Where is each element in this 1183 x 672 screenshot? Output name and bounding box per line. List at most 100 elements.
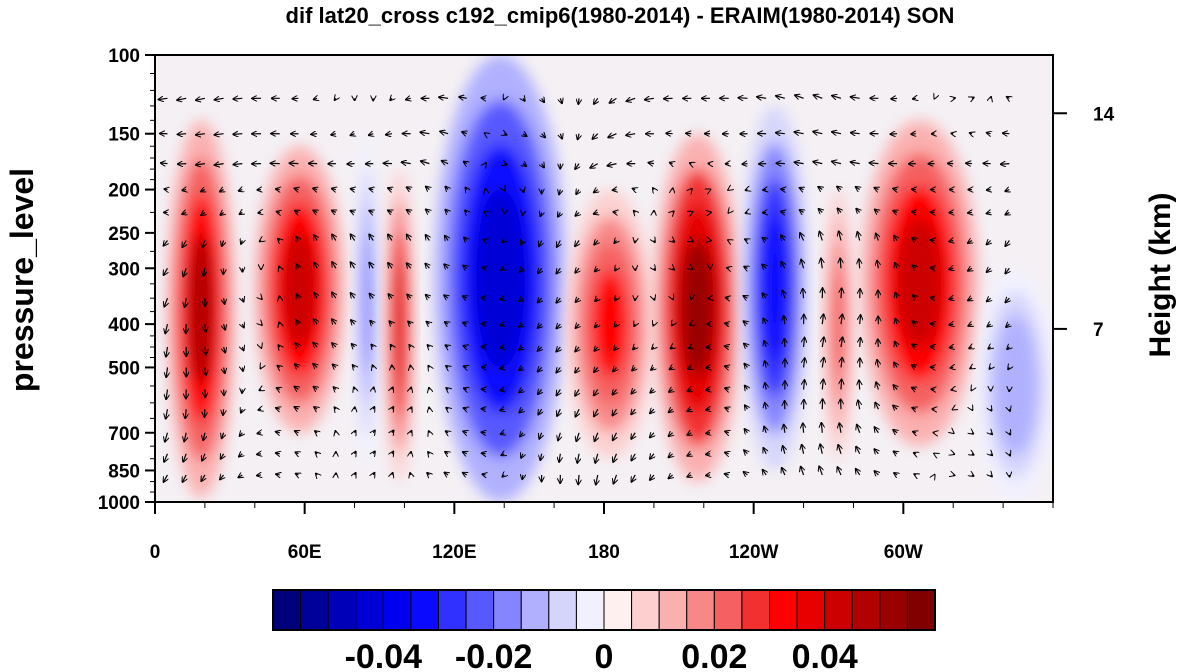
wind-vector bbox=[353, 365, 355, 367]
wind-vector bbox=[445, 452, 448, 454]
wind-vector bbox=[220, 475, 224, 479]
wind-vector bbox=[391, 345, 392, 347]
wind-vector bbox=[464, 162, 467, 164]
wind-vector bbox=[784, 316, 785, 325]
wind-vector bbox=[410, 473, 411, 475]
wind-vector bbox=[332, 235, 336, 241]
wind-vector bbox=[240, 433, 243, 436]
wind-vector bbox=[669, 454, 673, 457]
wind-vector bbox=[972, 475, 974, 476]
wind-vector bbox=[913, 98, 916, 99]
wind-vector bbox=[576, 298, 580, 302]
wind-vector bbox=[912, 238, 916, 241]
wind-vector bbox=[164, 267, 168, 275]
wind-vector bbox=[818, 187, 822, 190]
wind-vector bbox=[972, 98, 974, 99]
wind-vector bbox=[691, 212, 692, 213]
wind-vector bbox=[482, 432, 486, 433]
wind-vector bbox=[445, 210, 448, 213]
wind-vector bbox=[801, 467, 804, 476]
wind-vector bbox=[813, 132, 823, 134]
wind-vector bbox=[540, 453, 541, 460]
wind-vector bbox=[745, 239, 747, 240]
wind-vector bbox=[725, 408, 729, 409]
wind-vector bbox=[744, 450, 747, 453]
wind-vector bbox=[314, 407, 317, 409]
wind-vector bbox=[314, 387, 318, 390]
wind-vector bbox=[645, 98, 654, 99]
wind-vector bbox=[968, 268, 972, 271]
wind-vector bbox=[726, 298, 729, 299]
wind-vector bbox=[800, 210, 804, 212]
wind-vector bbox=[276, 453, 280, 454]
wind-vector bbox=[463, 431, 467, 432]
wind-vector bbox=[314, 235, 317, 240]
wind-vector bbox=[745, 386, 748, 390]
wind-vector bbox=[615, 268, 616, 270]
colorbar-swatch bbox=[355, 589, 384, 631]
wind-vector bbox=[466, 188, 467, 190]
wind-vector bbox=[857, 425, 860, 433]
wind-vector bbox=[389, 321, 392, 324]
wind-vector bbox=[914, 453, 916, 454]
wind-vector bbox=[857, 232, 859, 241]
wind-vector bbox=[744, 267, 747, 269]
wind-vector bbox=[576, 190, 579, 195]
wind-vector bbox=[482, 298, 486, 299]
wind-vector bbox=[858, 400, 860, 410]
wind-vector bbox=[626, 134, 636, 136]
wind-vector bbox=[392, 452, 393, 454]
wind-vector bbox=[673, 211, 674, 212]
wind-vector bbox=[464, 366, 467, 367]
wind-vector bbox=[407, 210, 411, 213]
wind-vector bbox=[442, 161, 449, 164]
wind-vector bbox=[763, 448, 766, 455]
wind-vector bbox=[560, 98, 562, 103]
wind-vector bbox=[832, 132, 842, 134]
wind-vector bbox=[165, 323, 167, 333]
wind-vector bbox=[1008, 367, 1009, 369]
wind-vector bbox=[631, 474, 635, 482]
wind-vector bbox=[202, 240, 205, 247]
wind-vector bbox=[521, 240, 523, 244]
wind-vector bbox=[631, 453, 635, 461]
wind-vector bbox=[575, 212, 579, 215]
wind-vector bbox=[706, 409, 710, 410]
wind-vector bbox=[351, 293, 355, 298]
wind-vector bbox=[839, 423, 841, 433]
wind-vector bbox=[182, 190, 186, 191]
wind-vector bbox=[931, 240, 935, 241]
wind-vector bbox=[335, 98, 336, 100]
wind-vector bbox=[369, 189, 373, 190]
wind-vector bbox=[651, 367, 654, 369]
wind-vector bbox=[538, 347, 542, 351]
wind-vector bbox=[744, 321, 748, 324]
wind-vector bbox=[295, 431, 299, 433]
wind-vector bbox=[687, 433, 691, 435]
x-tick-label: 60W bbox=[884, 542, 923, 563]
wind-vector bbox=[746, 190, 748, 191]
wind-vector bbox=[426, 235, 430, 241]
wind-vector bbox=[614, 240, 616, 243]
wind-vector bbox=[182, 212, 186, 214]
wind-vector bbox=[840, 258, 841, 269]
wind-vector bbox=[631, 432, 635, 439]
wind-vector bbox=[725, 388, 729, 389]
wind-vector bbox=[725, 346, 729, 347]
wind-vector bbox=[875, 210, 879, 213]
wind-vector bbox=[594, 212, 598, 213]
y-axis-right-label: Height (km) bbox=[1144, 193, 1177, 358]
wind-vector bbox=[500, 367, 504, 368]
colorbar-label: 0.04 bbox=[792, 638, 858, 672]
x-tick-label: 120W bbox=[729, 542, 779, 563]
wind-vector bbox=[205, 367, 206, 375]
wind-vector bbox=[594, 240, 597, 244]
wind-vector bbox=[464, 408, 467, 409]
wind-vector bbox=[279, 267, 280, 269]
wind-vector bbox=[388, 210, 392, 212]
wind-vector bbox=[856, 187, 860, 190]
wind-vector bbox=[972, 454, 974, 455]
wind-vector bbox=[1009, 433, 1010, 435]
wind-vector bbox=[762, 293, 766, 298]
wind-vector bbox=[166, 389, 167, 399]
